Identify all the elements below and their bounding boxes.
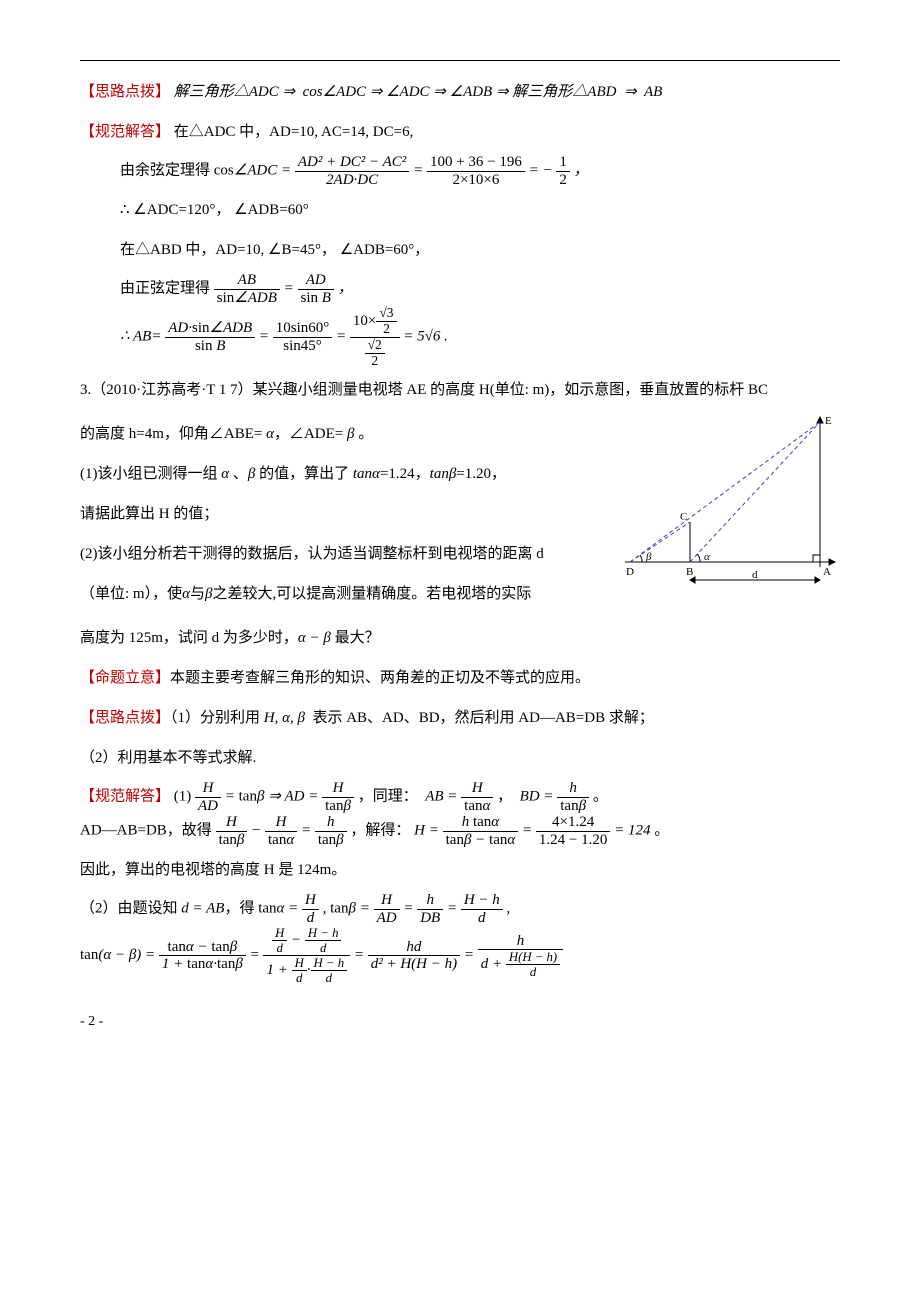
- hint-1: 【思路点拨】 解三角形△ADC ⇒ cos∠ADC ⇒ ∠ADC ⇒ ∠ADB …: [80, 74, 840, 110]
- silu2b: （2）利用基本不等式求解.: [80, 740, 840, 776]
- svg-text:E: E: [825, 415, 832, 427]
- ans1b-tail: 。: [654, 823, 669, 839]
- eq1-d3: 2: [556, 172, 570, 189]
- eq-cosine-law: 由余弦定理得 cos∠ADC = AD² + DC² − AC²2AD·DC =…: [120, 154, 840, 188]
- page: 【思路点拨】 解三角形△ADC ⇒ cos∠ADC ⇒ ∠ADC ⇒ ∠ADB …: [0, 0, 920, 1302]
- svg-text:α: α: [704, 551, 710, 563]
- ans1b-mid: ，解得：: [350, 823, 410, 839]
- ans2b: tan(α − β) = tanα − tanβ 1 + tanα·tanβ =…: [80, 926, 840, 985]
- mingti-text: 本题主要考查解三角形的知识、两角差的正切及不等式的应用。: [170, 670, 590, 686]
- q2c: 高度为 125m，试问 d 为多少时，α − β 最大？: [80, 620, 840, 656]
- eq3-n2: 10sin60°: [273, 320, 333, 338]
- ans1b: AD—AB=DB，故得 Htanβ − Htanα = htanβ ，解得： H…: [80, 814, 840, 848]
- q2a: (2)该小组分析若干测得的数据后，认为适当调整标杆到电视塔的距离 d: [80, 536, 610, 572]
- ans1: 【规范解答】 (1) HAD = tanβ ⇒ AD = Htanβ ，同理： …: [80, 780, 840, 814]
- ans1-label: 【规范解答】: [80, 789, 170, 805]
- ans1c: 因此，算出的电视塔的高度 H 是 124m。: [80, 852, 840, 888]
- eq1-neg: = −: [529, 162, 553, 178]
- eq1-n1: AD² + DC² − AC²: [295, 154, 409, 172]
- eq1-tail: ，: [574, 162, 589, 178]
- mingti-label: 【命题立意】: [80, 670, 170, 686]
- svg-text:d: d: [752, 569, 758, 581]
- hint-label: 【思路点拨】: [80, 84, 170, 100]
- hint-text: 解三角形△ADC ⇒ cos∠ADC ⇒ ∠ADC ⇒ ∠ADB ⇒ 解三角形△…: [174, 84, 663, 100]
- eq3-d2: sin45°: [273, 338, 333, 355]
- svg-text:B: B: [686, 566, 693, 578]
- svg-text:β: β: [645, 551, 652, 563]
- line-adc-120: ∴ ∠ADC=120°， ∠ADB=60°: [120, 192, 840, 228]
- ans1b-rhs: = 124: [614, 823, 650, 839]
- eq3-lead: ∴ AB=: [120, 329, 161, 345]
- svg-text:C: C: [680, 511, 687, 523]
- q2b: （单位: m），使α与β之差较大,可以提高测量精确度。若电视塔的实际: [80, 576, 610, 612]
- silu2-label: 【思路点拨】: [80, 710, 170, 726]
- eq2-n2: AD: [298, 272, 334, 290]
- q1b: 请据此算出 H 的值；: [80, 496, 610, 532]
- prob3-text: 的高度 h=4m，仰角∠ABE= α，∠ADE= β 。 (1)该小组已测得一组…: [80, 412, 610, 616]
- svg-text:D: D: [626, 566, 634, 578]
- svg-text:A: A: [823, 566, 831, 578]
- ans1-tail: 。: [593, 789, 608, 805]
- prob3-line1: 3.（2010·江苏高考·T 1 7）某兴趣小组测量电视塔 AE 的高度 H(单…: [80, 372, 840, 408]
- eq1-n2: 100 + 36 − 196: [427, 154, 525, 172]
- eq2-n1: AB: [214, 272, 280, 290]
- line-abd: 在△ABD 中，AD=10, ∠B=45°， ∠ADB=60°，: [120, 232, 840, 268]
- silu2: 【思路点拨】（1）分别利用 H, α, β 表示 AB、AD、BD，然后利用 A…: [80, 700, 840, 736]
- eq2-lead: 由正弦定理得: [120, 280, 210, 296]
- ans1-mid: ，同理：: [358, 789, 418, 805]
- ans1-lead: (1): [174, 789, 195, 805]
- eq-ab-result: ∴ AB= AD·sin∠ADBsin B = 10sin60°sin45° =…: [120, 306, 840, 368]
- solution-label: 【规范解答】: [80, 124, 170, 140]
- eq1-d2: 2×10×6: [427, 172, 525, 189]
- eq3-tail: .: [444, 329, 448, 345]
- eq1-n3: 1: [556, 154, 570, 172]
- eq3-rhs: = 5√6: [403, 329, 440, 345]
- top-rule: [80, 60, 840, 61]
- eq-sine-law: 由正弦定理得 ABsin∠ADB = ADsin B ，: [120, 272, 840, 306]
- eq1-lead: 由余弦定理得: [120, 162, 210, 178]
- prob3-line2: 的高度 h=4m，仰角∠ABE= α，∠ADE= β 。: [80, 416, 610, 452]
- eq2-tail: ，: [338, 280, 353, 296]
- solution-text: 在△ADC 中，AD=10, AC=14, DC=6,: [174, 124, 414, 140]
- ans1-mid2: ，: [497, 789, 512, 805]
- page-number: - 2 -: [80, 1005, 840, 1039]
- prob3-row: 的高度 h=4m，仰角∠ABE= α，∠ADE= β 。 (1)该小组已测得一组…: [80, 412, 840, 616]
- mingti: 【命题立意】本题主要考查解三角形的知识、两角差的正切及不等式的应用。: [80, 660, 840, 696]
- diagram-svg: D B A C E α β d: [620, 412, 840, 587]
- ans2-tail: ,: [507, 901, 511, 917]
- ans1b-lead: AD—AB=DB，故得: [80, 823, 212, 839]
- eq1-d1: 2AD·DC: [295, 172, 409, 189]
- diagram: D B A C E α β d: [620, 412, 840, 601]
- ans2: （2）由题设知 d = AB，得 tanα = Hd , tanβ = HAD …: [80, 892, 840, 926]
- solution-1-start: 【规范解答】 在△ADC 中，AD=10, AC=14, DC=6,: [80, 114, 840, 150]
- q1a: (1)该小组已测得一组 α 、β 的值，算出了 tanα=1.24，tanβ=1…: [80, 456, 610, 492]
